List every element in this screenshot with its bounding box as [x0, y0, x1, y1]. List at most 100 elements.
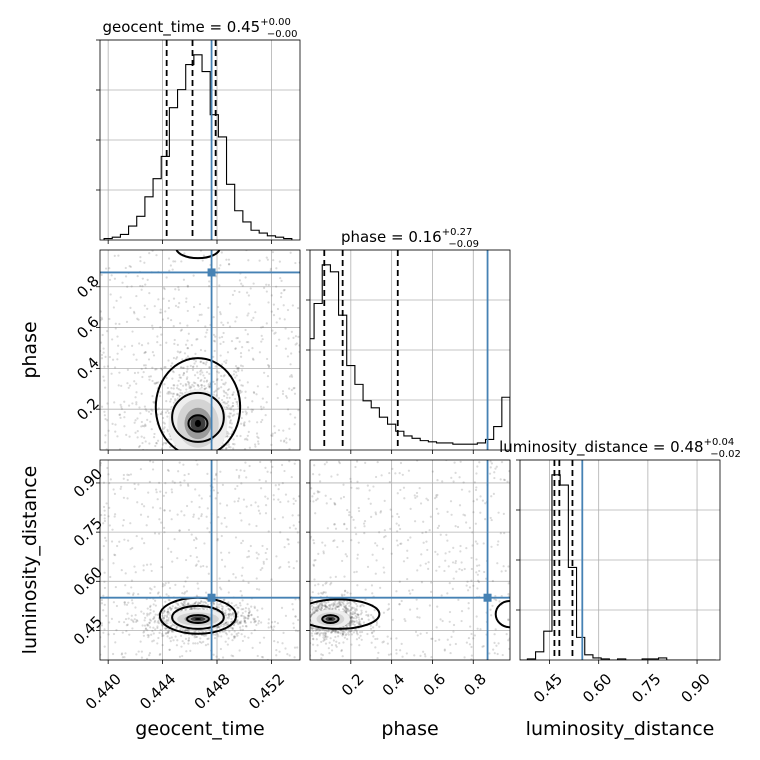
sample-point: [344, 609, 347, 612]
sample-point: [261, 544, 264, 548]
sample-point: [507, 639, 510, 642]
sample-point: [118, 322, 121, 326]
sample-point: [311, 495, 314, 498]
sample-point: [335, 640, 338, 643]
sample-point: [231, 626, 234, 630]
sample-point: [132, 592, 135, 595]
x-tick-label: 0.2: [338, 670, 368, 700]
sample-point: [267, 366, 271, 369]
sample-point: [350, 539, 353, 542]
sample-point: [304, 622, 306, 624]
sample-point: [279, 565, 282, 569]
sample-point: [164, 310, 167, 313]
sample-point: [438, 638, 441, 641]
sample-point: [181, 654, 184, 658]
sample-point: [148, 621, 151, 624]
sample-point: [220, 457, 222, 459]
sample-point: [138, 342, 141, 345]
sample-point: [302, 628, 304, 630]
sample-point: [105, 502, 108, 505]
sample-point: [236, 366, 239, 370]
sample-point: [162, 617, 165, 620]
sample-point: [407, 469, 411, 472]
sample-point: [507, 618, 510, 622]
sample-point: [282, 631, 285, 634]
sample-point: [122, 473, 125, 477]
sample-point: [211, 450, 213, 452]
sample-point: [257, 622, 260, 625]
sample-point: [100, 462, 102, 465]
sample-point: [184, 383, 187, 386]
sample-point: [251, 400, 254, 403]
sample-point: [465, 584, 468, 587]
sample-point: [150, 428, 153, 431]
sample-point: [503, 478, 507, 482]
sample-point: [195, 635, 198, 639]
sample-point: [153, 585, 156, 589]
sample-point: [314, 632, 317, 635]
sample-point: [157, 622, 160, 625]
sample-point: [124, 275, 128, 278]
sample-point: [158, 631, 161, 634]
sample-point: [335, 645, 338, 648]
sample-point: [179, 350, 182, 353]
sample-point: [303, 642, 305, 644]
sample-point: [155, 488, 158, 491]
sample-point: [265, 558, 268, 561]
sample-point: [236, 615, 239, 618]
sample-point: [225, 633, 228, 636]
sample-point: [336, 605, 339, 608]
sample-point: [321, 628, 324, 631]
sample-point: [323, 601, 326, 604]
sample-point: [434, 550, 437, 553]
sample-point: [204, 644, 208, 647]
sample-point: [283, 469, 286, 473]
sample-point: [186, 455, 188, 457]
sample-point: [120, 407, 124, 410]
sample-point: [273, 332, 276, 335]
sample-point: [305, 602, 307, 604]
sample-point: [284, 347, 287, 350]
sample-point: [215, 394, 218, 397]
sample-point: [293, 646, 297, 649]
sample-point: [349, 608, 352, 612]
sample-point: [198, 313, 201, 316]
sample-point: [243, 469, 246, 472]
sample-point: [397, 515, 401, 519]
sample-point: [234, 397, 237, 401]
sample-point: [232, 409, 235, 412]
sample-point: [499, 478, 502, 481]
sample-point: [234, 635, 237, 638]
sample-point: [231, 402, 235, 405]
sample-point: [216, 388, 219, 391]
sample-point: [194, 607, 198, 610]
sample-point: [303, 617, 305, 619]
sample-point: [116, 358, 119, 361]
sample-point: [400, 642, 403, 645]
sample-point: [223, 516, 226, 520]
sample-point: [126, 456, 128, 458]
sample-point: [151, 629, 154, 633]
sample-point: [507, 618, 510, 621]
sample-point: [218, 284, 221, 287]
sample-point: [124, 584, 127, 587]
sample-point: [126, 382, 129, 385]
hist-title-luminosity_distance: luminosity_distance = 0.48+0.04 −0.02: [499, 437, 741, 460]
sample-point: [286, 308, 290, 312]
sample-point: [315, 609, 318, 613]
sample-point: [320, 608, 323, 611]
sample-point: [179, 389, 182, 392]
sample-point: [199, 379, 202, 383]
sample-point: [128, 435, 131, 438]
sample-point: [227, 258, 231, 261]
sample-point: [235, 603, 238, 607]
sample-point: [239, 469, 242, 472]
sample-point: [143, 624, 147, 627]
sample-point: [329, 576, 332, 579]
sample-point: [202, 254, 205, 257]
sample-point: [310, 626, 313, 629]
sample-point: [275, 654, 278, 657]
sample-point: [181, 392, 184, 395]
sample-point: [482, 645, 485, 648]
sample-point: [197, 319, 200, 322]
